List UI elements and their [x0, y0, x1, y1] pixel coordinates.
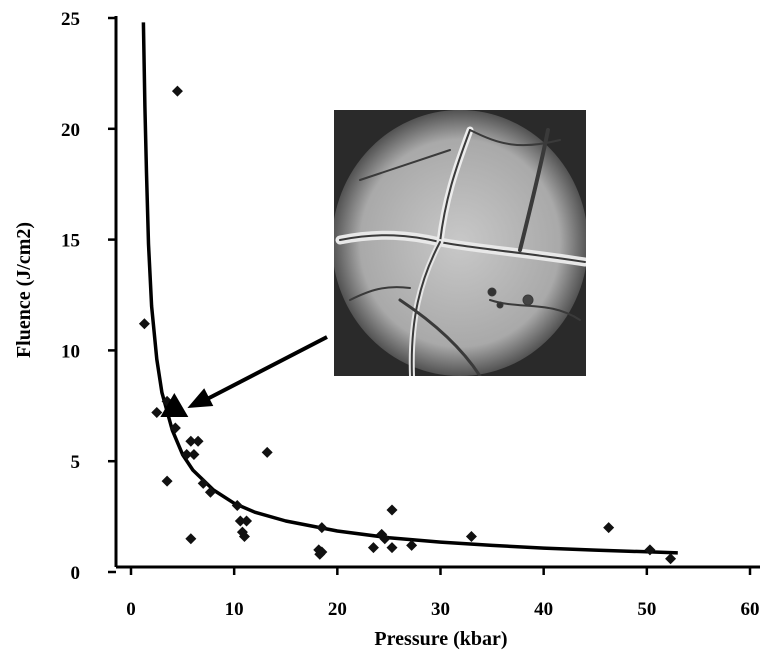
data-point — [188, 449, 200, 461]
y-axis-label: Fluence (J/cm2) — [13, 222, 35, 358]
data-point — [185, 435, 197, 447]
data-point — [171, 85, 183, 97]
axes: 0 10 20 30 40 50 60 0 5 10 15 20 25 — [61, 9, 760, 620]
data-point — [386, 504, 398, 516]
data-point — [185, 533, 197, 545]
fit-line — [141, 22, 678, 555]
data-point — [406, 539, 418, 551]
x-tick-label: 20 — [328, 599, 347, 620]
data-point — [665, 553, 677, 565]
arrow-head — [187, 388, 214, 409]
arrow-shaft — [200, 335, 328, 404]
y-tick-label: 25 — [61, 9, 80, 30]
data-point — [234, 515, 246, 527]
data-point — [367, 542, 379, 554]
triangle-marker — [160, 393, 189, 418]
annotations — [160, 335, 328, 418]
data-point — [465, 531, 477, 543]
data-point — [197, 477, 209, 489]
y-tick-label: 10 — [61, 341, 80, 362]
x-tick-label: 0 — [126, 599, 136, 620]
data-point — [261, 446, 273, 458]
data-point — [238, 531, 250, 543]
data-point — [379, 533, 391, 545]
data-point — [161, 475, 173, 487]
y-tick-label: 0 — [71, 563, 81, 584]
x-tick-label: 10 — [225, 599, 244, 620]
x-axis-label: Pressure (kbar) — [374, 628, 507, 650]
data-point — [644, 544, 656, 556]
y-tick-label: 15 — [61, 231, 80, 252]
data-point — [192, 435, 204, 447]
x-tick-label: 40 — [534, 599, 553, 620]
data-point — [314, 548, 326, 560]
data-point — [151, 406, 163, 418]
y-tick-label: 20 — [61, 120, 80, 141]
data-point — [316, 522, 328, 534]
data-point — [603, 522, 615, 534]
data-point — [169, 422, 181, 434]
data-point — [181, 449, 193, 461]
data-point — [241, 515, 253, 527]
data-point — [386, 542, 398, 554]
data-points — [138, 85, 677, 565]
data-point — [231, 500, 243, 512]
x-tick-label: 30 — [431, 599, 450, 620]
data-point — [204, 486, 216, 498]
x-tick-label: 60 — [741, 599, 760, 620]
fit-curve — [141, 22, 678, 555]
y-tick-label: 5 — [71, 452, 81, 473]
inset-micrograph-image — [334, 110, 586, 376]
data-point — [138, 318, 150, 330]
x-tick-label: 50 — [637, 599, 656, 620]
